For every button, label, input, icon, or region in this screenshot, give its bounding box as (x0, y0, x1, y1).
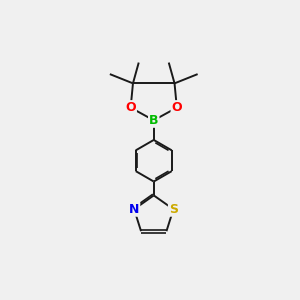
Text: S: S (169, 203, 178, 216)
Text: B: B (149, 114, 158, 127)
Text: O: O (125, 101, 136, 114)
Text: O: O (172, 101, 182, 114)
Text: N: N (129, 203, 139, 216)
